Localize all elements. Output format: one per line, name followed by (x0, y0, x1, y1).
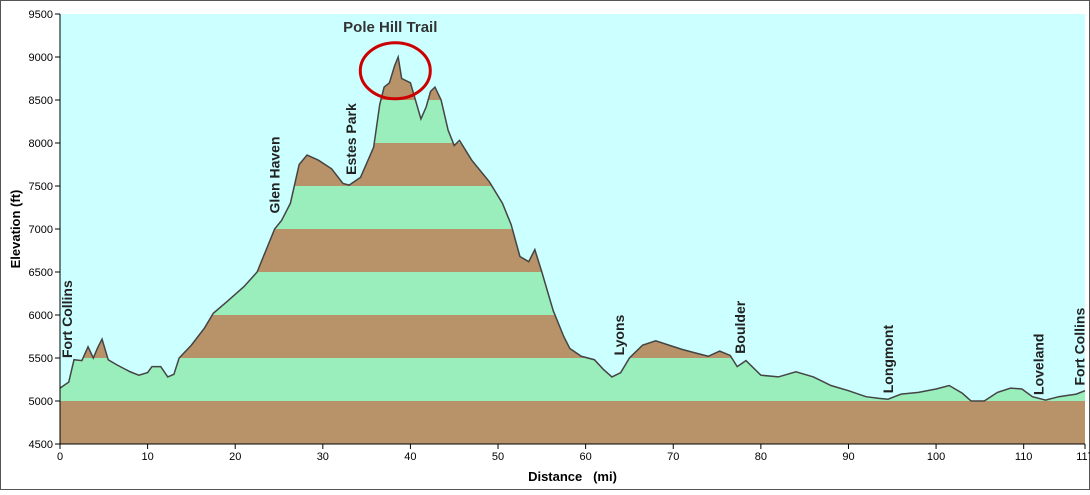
peak-annotation-label: Pole Hill Trail (343, 19, 437, 36)
y-tick-label: 6500 (29, 267, 53, 279)
place-label: Lyons (611, 314, 627, 355)
x-tick-label: 80 (755, 451, 767, 463)
x-axis-title: Distance (mi) (528, 469, 617, 484)
y-tick-label: 5000 (29, 396, 53, 408)
x-tick-label: 0 (57, 451, 63, 463)
place-label: Loveland (1031, 334, 1047, 395)
x-tick-label: 10 (141, 451, 153, 463)
elevation-profile-line (59, 54, 1086, 402)
x-tick-label: 70 (667, 451, 679, 463)
y-axis-title: Elevation (ft) (8, 190, 23, 269)
place-label: Estes Park (343, 103, 359, 175)
elevation-band (60, 401, 1085, 444)
y-tick-label: 4500 (29, 439, 53, 451)
place-label: Boulder (732, 300, 748, 353)
place-label: Fort Collins (59, 280, 75, 358)
x-axis-ticks: 0 10 20 30 40 50 60 70 80 90 100 110 117 (57, 444, 1090, 463)
x-tick-label: 60 (580, 451, 592, 463)
x-tick-label: 110 (1015, 451, 1033, 463)
y-tick-label: 7500 (29, 181, 53, 193)
x-tick-label: 30 (317, 451, 329, 463)
x-tick-label: 100 (927, 451, 945, 463)
y-tick-label: 9000 (29, 52, 53, 64)
place-label: Glen Haven (267, 136, 283, 213)
peak-highlight-circle (358, 41, 432, 101)
y-tick-label: 9500 (29, 9, 53, 21)
y-tick-label: 6000 (29, 310, 53, 322)
y-tick-label: 8000 (29, 138, 53, 150)
y-tick-label: 7000 (29, 224, 53, 236)
place-labels: Fort Collins Glen Haven Estes Park Lyons Bou… (59, 103, 1088, 395)
x-tick-label: 90 (842, 451, 854, 463)
x-tick-label: 40 (404, 451, 416, 463)
x-tick-label: 50 (492, 451, 504, 463)
place-label: Fort Collins (1072, 308, 1088, 386)
place-label: Longmont (880, 325, 896, 394)
x-tick-label: 20 (229, 451, 241, 463)
x-tick-label: 117 (1076, 451, 1090, 463)
y-tick-label: 8500 (29, 95, 53, 107)
y-tick-label: 5500 (29, 353, 53, 365)
y-axis-ticks: 4500 5000 5500 6000 6500 7000 7500 8000 8500 9000… (29, 9, 60, 451)
